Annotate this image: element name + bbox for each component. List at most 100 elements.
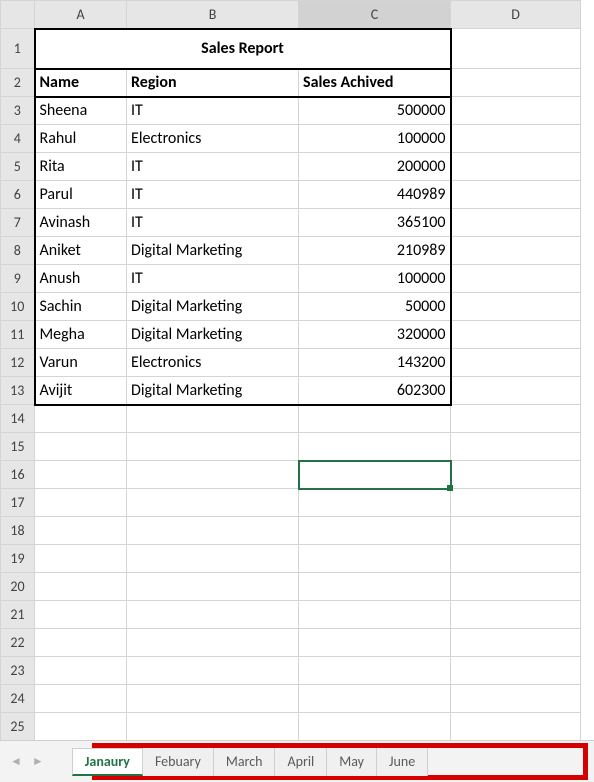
- cell-name-13[interactable]: Avijit: [35, 377, 127, 405]
- cell-D2[interactable]: [451, 69, 581, 97]
- cell-sales-12[interactable]: 143200: [299, 349, 451, 377]
- cell-A25[interactable]: [35, 713, 127, 741]
- cell-name-7[interactable]: Avinash: [35, 209, 127, 237]
- cell-region-13[interactable]: Digital Marketing: [127, 377, 299, 405]
- cell-C19[interactable]: [299, 545, 451, 573]
- cell-A21[interactable]: [35, 601, 127, 629]
- cell-region-11[interactable]: Digital Marketing: [127, 321, 299, 349]
- cell-name-5[interactable]: Rita: [35, 153, 127, 181]
- cell-A20[interactable]: [35, 573, 127, 601]
- cell-D4[interactable]: [451, 125, 581, 153]
- cell-B19[interactable]: [127, 545, 299, 573]
- cell-sales-6[interactable]: 440989: [299, 181, 451, 209]
- cell-D9[interactable]: [451, 265, 581, 293]
- cell-A16[interactable]: [35, 461, 127, 489]
- col-header-D[interactable]: D: [451, 1, 581, 29]
- cell-B17[interactable]: [127, 489, 299, 517]
- cell-name-6[interactable]: Parul: [35, 181, 127, 209]
- cell-B24[interactable]: [127, 685, 299, 713]
- cell-D22[interactable]: [451, 629, 581, 657]
- cell-A18[interactable]: [35, 517, 127, 545]
- col-header-B[interactable]: B: [127, 1, 299, 29]
- row-header-6[interactable]: 6: [1, 181, 35, 209]
- cell-region-3[interactable]: IT: [127, 97, 299, 125]
- cell-D8[interactable]: [451, 237, 581, 265]
- cell-C14[interactable]: [299, 405, 451, 433]
- cell-A17[interactable]: [35, 489, 127, 517]
- spreadsheet-grid[interactable]: A B C D 1Sales Report2NameRegionSales Ac…: [0, 0, 581, 740]
- fill-handle[interactable]: [447, 485, 453, 491]
- row-header-13[interactable]: 13: [1, 377, 35, 405]
- cell-A15[interactable]: [35, 433, 127, 461]
- cell-C21[interactable]: [299, 601, 451, 629]
- cell-C17[interactable]: [299, 489, 451, 517]
- cell-sales-11[interactable]: 320000: [299, 321, 451, 349]
- row-header-15[interactable]: 15: [1, 433, 35, 461]
- row-header-9[interactable]: 9: [1, 265, 35, 293]
- row-header-5[interactable]: 5: [1, 153, 35, 181]
- cell-C23[interactable]: [299, 657, 451, 685]
- sheet-nav-next-icon[interactable]: ►: [32, 754, 44, 769]
- cell-D7[interactable]: [451, 209, 581, 237]
- row-header-24[interactable]: 24: [1, 685, 35, 713]
- row-header-8[interactable]: 8: [1, 237, 35, 265]
- row-header-10[interactable]: 10: [1, 293, 35, 321]
- cell-D16[interactable]: [451, 461, 581, 489]
- cell-C24[interactable]: [299, 685, 451, 713]
- cell-region-4[interactable]: Electronics: [127, 125, 299, 153]
- sheet-tab-febuary[interactable]: Febuary: [143, 748, 214, 776]
- cell-D17[interactable]: [451, 489, 581, 517]
- row-header-23[interactable]: 23: [1, 657, 35, 685]
- row-header-22[interactable]: 22: [1, 629, 35, 657]
- row-header-18[interactable]: 18: [1, 517, 35, 545]
- cell-B21[interactable]: [127, 601, 299, 629]
- header-name[interactable]: Name: [35, 69, 127, 97]
- cell-D14[interactable]: [451, 405, 581, 433]
- row-header-12[interactable]: 12: [1, 349, 35, 377]
- cell-A19[interactable]: [35, 545, 127, 573]
- cell-D18[interactable]: [451, 517, 581, 545]
- row-header-25[interactable]: 25: [1, 713, 35, 741]
- cell-D19[interactable]: [451, 545, 581, 573]
- cell-D12[interactable]: [451, 349, 581, 377]
- cell-A14[interactable]: [35, 405, 127, 433]
- cell-C22[interactable]: [299, 629, 451, 657]
- row-header-19[interactable]: 19: [1, 545, 35, 573]
- row-header-17[interactable]: 17: [1, 489, 35, 517]
- row-header-1[interactable]: 1: [1, 29, 35, 69]
- row-header-20[interactable]: 20: [1, 573, 35, 601]
- cell-region-9[interactable]: IT: [127, 265, 299, 293]
- cell-D6[interactable]: [451, 181, 581, 209]
- cell-D10[interactable]: [451, 293, 581, 321]
- cell-C18[interactable]: [299, 517, 451, 545]
- row-header-4[interactable]: 4: [1, 125, 35, 153]
- cell-sales-8[interactable]: 210989: [299, 237, 451, 265]
- cell-C16[interactable]: [299, 461, 451, 489]
- select-all-corner[interactable]: [1, 1, 35, 29]
- cell-sales-4[interactable]: 100000: [299, 125, 451, 153]
- cell-A22[interactable]: [35, 629, 127, 657]
- cell-D23[interactable]: [451, 657, 581, 685]
- cell-region-12[interactable]: Electronics: [127, 349, 299, 377]
- row-header-11[interactable]: 11: [1, 321, 35, 349]
- sheet-tab-april[interactable]: April: [275, 748, 327, 776]
- cell-region-7[interactable]: IT: [127, 209, 299, 237]
- cell-name-9[interactable]: Anush: [35, 265, 127, 293]
- cell-sales-10[interactable]: 50000: [299, 293, 451, 321]
- cell-D21[interactable]: [451, 601, 581, 629]
- cell-region-5[interactable]: IT: [127, 153, 299, 181]
- sheet-tab-janaury[interactable]: Janaury: [72, 748, 143, 776]
- cell-D15[interactable]: [451, 433, 581, 461]
- cell-name-4[interactable]: Rahul: [35, 125, 127, 153]
- cell-B16[interactable]: [127, 461, 299, 489]
- cell-D11[interactable]: [451, 321, 581, 349]
- cell-B14[interactable]: [127, 405, 299, 433]
- cell-sales-3[interactable]: 500000: [299, 97, 451, 125]
- col-header-C[interactable]: C: [299, 1, 451, 29]
- row-header-3[interactable]: 3: [1, 97, 35, 125]
- cell-sales-9[interactable]: 100000: [299, 265, 451, 293]
- cell-sales-5[interactable]: 200000: [299, 153, 451, 181]
- cell-A24[interactable]: [35, 685, 127, 713]
- sheet-tab-june[interactable]: June: [377, 748, 428, 776]
- row-header-21[interactable]: 21: [1, 601, 35, 629]
